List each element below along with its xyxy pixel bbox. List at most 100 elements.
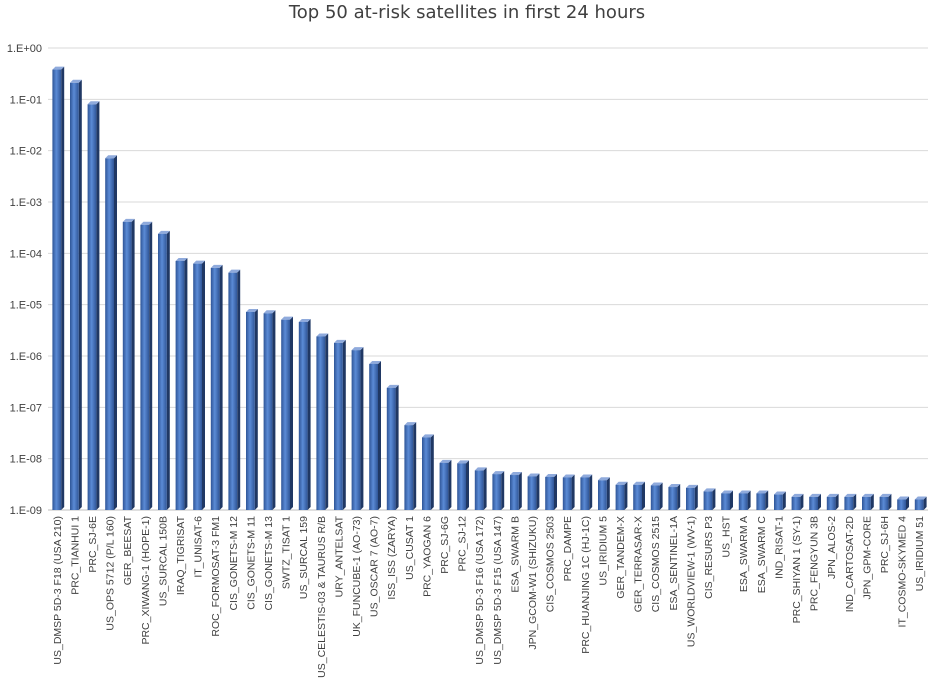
bar-side <box>413 422 417 510</box>
x-tick-label: IND_CARTOSAT-2D <box>844 516 856 613</box>
x-tick-label: US_CELESTIS-03 & TAURUS R/B <box>316 516 328 678</box>
bar-side <box>888 493 892 510</box>
bar <box>756 493 766 510</box>
x-tick-label: GER_TANDEM-X <box>615 516 627 599</box>
bar-side <box>149 221 153 510</box>
x-tick-label: IT_COSMO-SKYMED 4 <box>897 516 909 628</box>
bar-top <box>263 310 276 314</box>
bar-top <box>228 269 241 273</box>
bar-side <box>448 459 452 510</box>
bar-top <box>879 493 892 497</box>
bar <box>316 336 326 510</box>
bar-side <box>378 360 381 510</box>
bar <box>580 477 590 510</box>
bar-top <box>791 493 804 497</box>
bar-side <box>184 257 188 510</box>
bar-top <box>844 493 857 497</box>
bar-side <box>536 473 540 510</box>
bar <box>721 493 730 510</box>
x-tick-label: CIS_COSMOS 2503 <box>545 516 557 612</box>
bar-side <box>870 493 874 510</box>
bar-side <box>835 493 839 510</box>
bar <box>193 263 202 510</box>
bar <box>369 363 378 510</box>
bar-side <box>466 460 469 510</box>
bar-top <box>756 490 769 494</box>
bar <box>386 387 396 510</box>
bar <box>422 437 431 510</box>
x-tick-label: IRAQ_TIGRISAT <box>175 515 187 595</box>
bar-top <box>510 472 522 476</box>
bar-side <box>589 474 593 510</box>
bar <box>70 82 79 511</box>
x-tick-label: CIS_GONETS-M 11 <box>245 516 257 610</box>
bar-side <box>923 496 927 510</box>
bar-top <box>492 471 505 475</box>
bar-side <box>272 310 276 510</box>
bar-side <box>430 434 434 510</box>
bar <box>633 484 642 510</box>
bar <box>668 487 678 510</box>
x-tick-label: PRC_FENGYUN 3B <box>809 516 821 611</box>
x-tick-label: JPN_GCOM-W1 (SHIZUKU) <box>527 516 539 650</box>
x-tick-label: URY_ANTELSAT <box>333 515 345 597</box>
x-tick-label: IND_RISAT-1 <box>773 516 785 579</box>
bar <box>809 496 818 510</box>
x-tick-label: US_IRIDIUM 51 <box>914 516 926 591</box>
bar-side <box>712 488 716 510</box>
x-tick-label: PRC_SJ-6G <box>439 516 451 574</box>
x-tick-label: PRC_XIWANG-1 (HOPE-1) <box>140 516 152 645</box>
bar-top <box>140 221 153 225</box>
x-tick-label: US_DMSP 5D-3 F16 (USA 172) <box>474 516 486 665</box>
bar-side <box>818 493 821 510</box>
bar-top <box>862 493 874 497</box>
bar-side <box>677 484 681 510</box>
bar-top <box>316 333 329 337</box>
x-tick-label: US_HST <box>721 515 733 557</box>
bar-side <box>906 496 909 510</box>
y-tick-label: 1.E-04 <box>10 248 42 260</box>
bars <box>52 66 927 511</box>
x-tick-label: ROC_FORMOSAT-3 FM1 <box>210 516 222 637</box>
bar-side <box>642 481 645 510</box>
y-tick-label: 1.E-02 <box>10 146 42 158</box>
bar-top <box>175 257 188 261</box>
x-tick-label: US_OSCAR 7 (AO-7) <box>369 516 381 617</box>
bar-top <box>527 473 540 477</box>
bar-side <box>501 471 505 510</box>
y-tick-label: 1.E-06 <box>10 351 42 363</box>
bar-top <box>193 260 205 264</box>
bar-top <box>298 318 311 322</box>
bar-top <box>545 473 557 477</box>
x-tick-label: CIS_RESURS P3 <box>703 516 715 599</box>
bar-side <box>694 484 698 510</box>
bar-side <box>78 79 82 511</box>
bar-top <box>210 264 223 268</box>
x-tick-label: PRC_DAMPE <box>562 516 574 581</box>
bar-side <box>800 493 804 510</box>
bar-side <box>782 491 786 510</box>
y-tick-label: 1.E-01 <box>10 94 42 106</box>
x-tick-label: ISS_ISS (ZARYA) <box>386 516 398 600</box>
x-tick-label: PRC_SHIYAN 1 (SY-1) <box>791 516 803 623</box>
bar <box>738 493 748 510</box>
bar <box>562 477 572 510</box>
x-tick-label: PRC_SJ-12 <box>457 516 469 572</box>
bar-top <box>474 467 487 471</box>
bar-side <box>290 316 293 510</box>
x-tick-label: JPN_ALOS-2 <box>826 516 838 579</box>
bar-top <box>404 422 417 426</box>
bar-top <box>633 481 645 485</box>
bar <box>457 463 466 510</box>
bar-side <box>395 384 399 510</box>
bar-side <box>606 477 610 510</box>
bar-top <box>598 477 610 481</box>
bar-side <box>853 493 857 510</box>
x-tick-label: JPN_GPM-CORE <box>861 516 873 599</box>
bar-top <box>158 230 170 234</box>
bar-top <box>562 474 575 478</box>
x-tick-label: GER_TERRASAR-X <box>633 516 645 612</box>
bar <box>879 496 889 510</box>
x-tick-label: US_DMSP 5D-3 F15 (USA 147) <box>492 516 504 665</box>
